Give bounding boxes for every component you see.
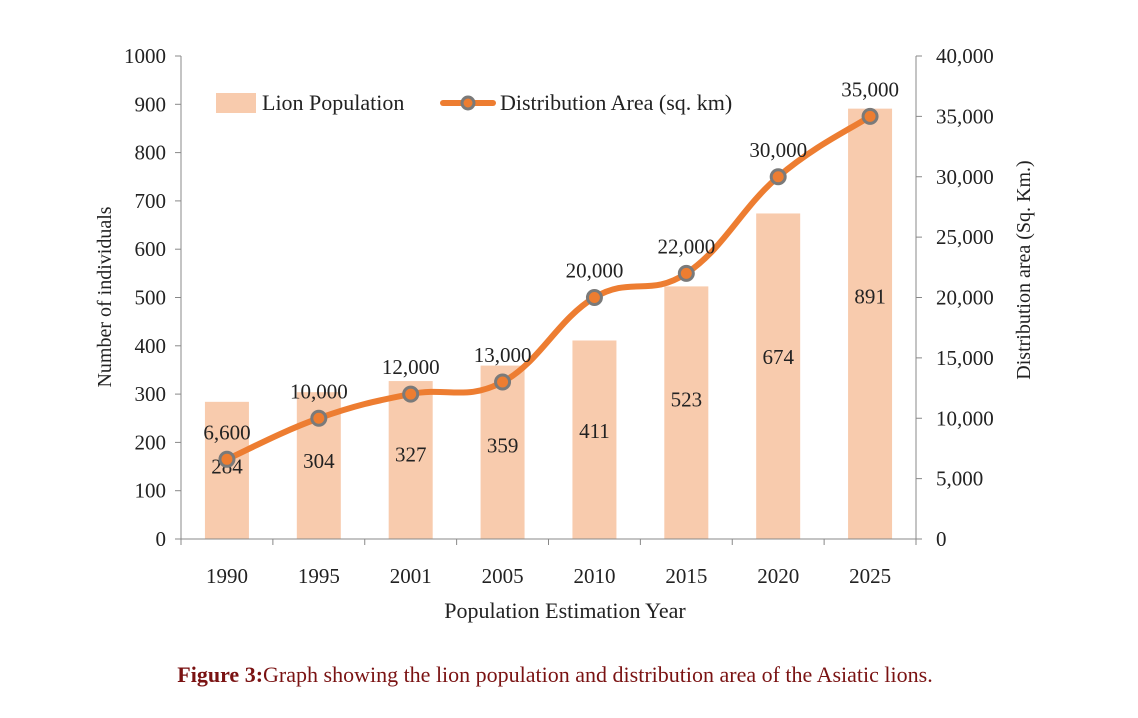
- bar-value-label: 411: [579, 419, 610, 443]
- line-value-label: 10,000: [290, 379, 348, 403]
- legend: Lion Population Distribution Area (sq. k…: [216, 90, 732, 115]
- line-value-label: 20,000: [566, 259, 624, 283]
- legend-label-line: Distribution Area (sq. km): [500, 90, 732, 115]
- y-tick-label: 900: [135, 92, 167, 116]
- line-value-label: 22,000: [657, 234, 715, 258]
- bar: [388, 381, 433, 539]
- y2-tick-label: 25,000: [936, 225, 994, 249]
- y-tick-label: 400: [135, 334, 167, 358]
- bar-value-label: 523: [671, 387, 703, 411]
- y-tick-label: 0: [156, 527, 167, 551]
- y2-tick-label: 0: [936, 527, 947, 551]
- x-axis-title: Population Estimation Year: [444, 598, 686, 623]
- bar: [848, 108, 893, 539]
- bar: [664, 286, 709, 539]
- caption-label: Figure 3:: [177, 662, 264, 687]
- line-marker: [402, 385, 420, 403]
- y-tick-label: 300: [135, 382, 167, 406]
- y-tick-label: 1000: [124, 44, 166, 68]
- y2-tick-label: 10,000: [936, 406, 994, 430]
- line-value-label: 12,000: [382, 355, 440, 379]
- y-tick-label: 200: [135, 430, 167, 454]
- y2-tick-label: 5,000: [936, 467, 983, 491]
- y-tick-label: 100: [135, 479, 167, 503]
- bar-value-label: 304: [303, 449, 335, 473]
- bar: [756, 213, 801, 539]
- line-marker: [218, 450, 236, 468]
- line-marker: [585, 289, 603, 306]
- legend-swatch-bar: [216, 93, 256, 113]
- y-tick-label: 600: [135, 237, 167, 261]
- y-tick-label: 500: [135, 286, 167, 310]
- line-value-label: 35,000: [841, 77, 899, 101]
- x-tick-label: 2001: [390, 564, 432, 588]
- x-tick-label: 2010: [573, 564, 615, 588]
- y2-tick-label: 40,000: [936, 44, 994, 68]
- line-marker: [677, 264, 695, 282]
- x-tick-label: 2025: [849, 564, 891, 588]
- bar: [572, 340, 617, 539]
- y-axis-title: Number of individuals: [94, 206, 116, 387]
- legend-swatch-marker: [460, 95, 476, 111]
- x-tick-label: 2005: [482, 564, 524, 588]
- line-marker: [769, 168, 787, 186]
- line-marker: [861, 107, 879, 125]
- caption-text: Graph showing the lion population and di…: [263, 662, 933, 687]
- y-tick-label: 800: [135, 141, 167, 165]
- bar-value-label: 891: [854, 284, 886, 308]
- legend-label-bar: Lion Population: [262, 90, 404, 115]
- axes: Number of individuals Distribution area …: [94, 44, 1035, 623]
- bar-value-label: 359: [487, 433, 519, 457]
- line-value-label: 30,000: [749, 138, 807, 162]
- y2-tick-label: 35,000: [936, 104, 994, 128]
- x-tick-label: 2020: [757, 564, 799, 588]
- bar: [480, 365, 525, 539]
- bar-value-label: 327: [395, 442, 427, 466]
- line-value-label: 6,600: [203, 420, 250, 444]
- y2-tick-label: 30,000: [936, 165, 994, 189]
- distribution-area-line: [223, 113, 874, 463]
- line-value-label: 13,000: [474, 343, 532, 367]
- x-tick-label: 2015: [665, 564, 707, 588]
- line-marker: [494, 373, 512, 391]
- y2-tick-label: 20,000: [936, 286, 994, 310]
- y-tick-label: 700: [135, 189, 167, 213]
- bar-value-label: 674: [762, 345, 794, 369]
- line-marker: [310, 409, 328, 427]
- x-tick-label: 1990: [206, 564, 248, 588]
- x-tick-label: 1995: [298, 564, 340, 588]
- y2-tick-label: 15,000: [936, 346, 994, 370]
- bar: [204, 401, 249, 539]
- y2-axis-title: Distribution area (Sq. Km.): [1013, 160, 1035, 379]
- plot-area: 2843043273594115236748916,60010,00012,00…: [203, 77, 899, 539]
- figure-caption: Figure 3:Graph showing the lion populati…: [0, 662, 1110, 688]
